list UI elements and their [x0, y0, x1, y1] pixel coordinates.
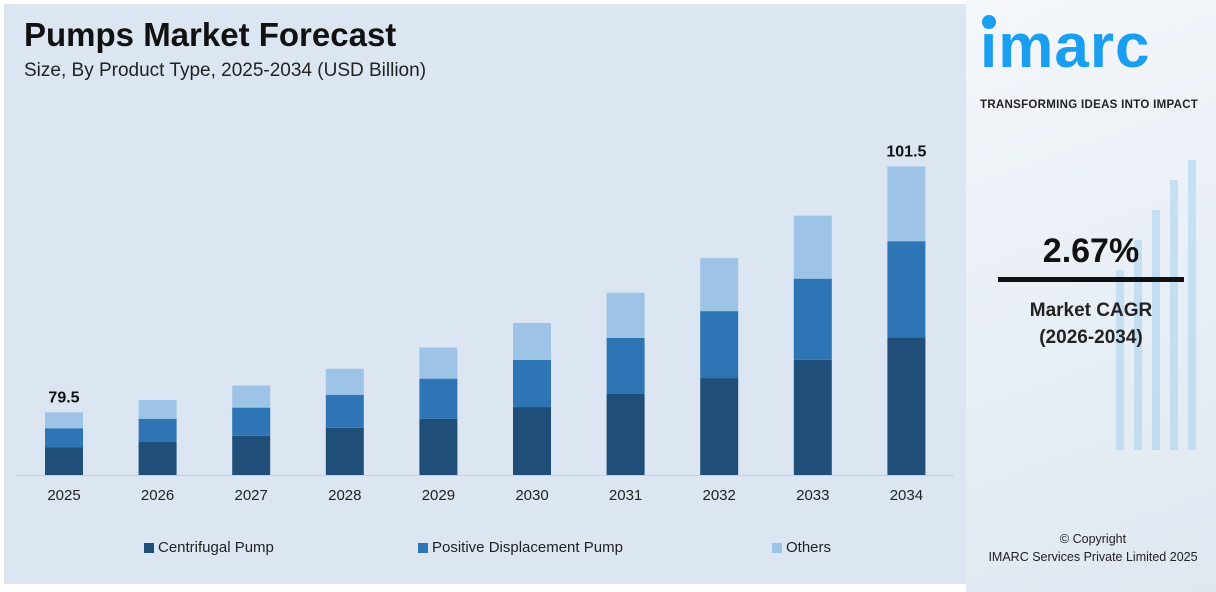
bar-2032-others	[700, 258, 739, 312]
x-tick-label: 2029	[422, 487, 455, 504]
x-tick-label: 2032	[703, 487, 736, 504]
bar-2033-positive-displacement-pump	[793, 278, 832, 360]
bar-2026-positive-displacement-pump	[138, 418, 177, 443]
chart-title: Pumps Market Forecast	[24, 16, 397, 53]
bar-2033-centrifugal-pump	[793, 359, 832, 475]
copyright-text: © Copyright	[1059, 532, 1127, 546]
bar-2034-centrifugal-pump	[887, 337, 926, 475]
imarc-logo: imarc	[980, 12, 1151, 81]
bar-2025-others	[45, 412, 83, 429]
bar-2026-others	[138, 400, 177, 419]
bar-2027-others	[232, 385, 271, 408]
legend-label: Others	[786, 539, 832, 556]
legend-item-others: Others	[772, 539, 831, 556]
cagr-label-text: Market CAGR	[1029, 300, 1153, 321]
logo-dot	[982, 15, 996, 29]
x-tick-label: 2030	[515, 487, 548, 504]
cagr-label: Market CAGR (2026-2034)	[966, 297, 1216, 351]
bar-2031-others	[606, 292, 645, 338]
x-tick-label: 2031	[609, 487, 642, 504]
bar-2025-centrifugal-pump	[45, 447, 83, 475]
legend-item-positive-displacement: Positive Displacement Pump	[418, 539, 623, 556]
legend-swatch	[144, 542, 154, 553]
bar-2030-positive-displacement-pump	[513, 359, 551, 408]
cagr-period: (2026-2034)	[1039, 327, 1143, 348]
cagr-value: 2.67%	[1042, 232, 1140, 270]
x-tick-label: 2025	[47, 487, 80, 504]
bar-2031-centrifugal-pump	[606, 393, 645, 475]
legend-label: Centrifugal Pump	[158, 539, 274, 556]
data-label: 101.5	[886, 143, 926, 160]
bar-2034-positive-displacement-pump	[887, 241, 926, 338]
legend-label: Positive Displacement Pump	[432, 539, 623, 556]
bar-2030-others	[513, 322, 551, 360]
bar-2028-others	[325, 368, 364, 395]
x-tick-label: 2028	[328, 487, 361, 504]
data-label: 79.5	[48, 389, 79, 406]
legend-swatch	[772, 542, 782, 553]
bar-2032-centrifugal-pump	[700, 378, 739, 475]
bar-2031-positive-displacement-pump	[606, 337, 645, 394]
decorative-bars-icon	[1116, 160, 1196, 450]
side-panel: imarc TRANSFORMING IDEAS INTO IMPACT 2.6…	[966, 0, 1216, 592]
legend-item-centrifugal: Centrifugal Pump	[144, 539, 274, 556]
bar-2032-positive-displacement-pump	[700, 311, 739, 379]
stacked-bar-chart: 2025 79.5 2026 2027 2028 2029 2030 2031 2032 2033…	[16, 143, 954, 504]
bar-2033-others	[793, 215, 832, 279]
logo-tagline: TRANSFORMING IDEAS INTO IMPACT	[980, 99, 1199, 111]
chart-subtitle: Size, By Product Type, 2025-2034 (USD Bi…	[24, 60, 427, 81]
bar-2025-positive-displacement-pump	[45, 428, 83, 448]
bar-2029-centrifugal-pump	[419, 418, 458, 475]
company-name: IMARC Services Private Limited 2025	[988, 550, 1198, 564]
cagr-divider	[998, 277, 1184, 282]
bar-2029-others	[419, 347, 458, 379]
bar-2034-others	[887, 166, 926, 242]
x-tick-label: 2026	[141, 487, 174, 504]
copyright: © Copyright IMARC Services Private Limit…	[966, 530, 1216, 566]
bar-2027-centrifugal-pump	[232, 435, 271, 475]
legend-swatch	[418, 542, 428, 553]
bar-2026-centrifugal-pump	[138, 442, 177, 475]
x-tick-label: 2034	[890, 487, 923, 504]
x-tick-label: 2027	[235, 487, 268, 504]
x-tick-label: 2033	[796, 487, 829, 504]
bar-2028-centrifugal-pump	[325, 427, 364, 475]
bar-2029-positive-displacement-pump	[419, 378, 458, 419]
bar-2028-positive-displacement-pump	[325, 394, 364, 428]
bar-2027-positive-displacement-pump	[232, 407, 271, 436]
chart-panel: Pumps Market Forecast Size, By Product T…	[4, 4, 966, 584]
bar-2030-centrifugal-pump	[513, 407, 551, 475]
